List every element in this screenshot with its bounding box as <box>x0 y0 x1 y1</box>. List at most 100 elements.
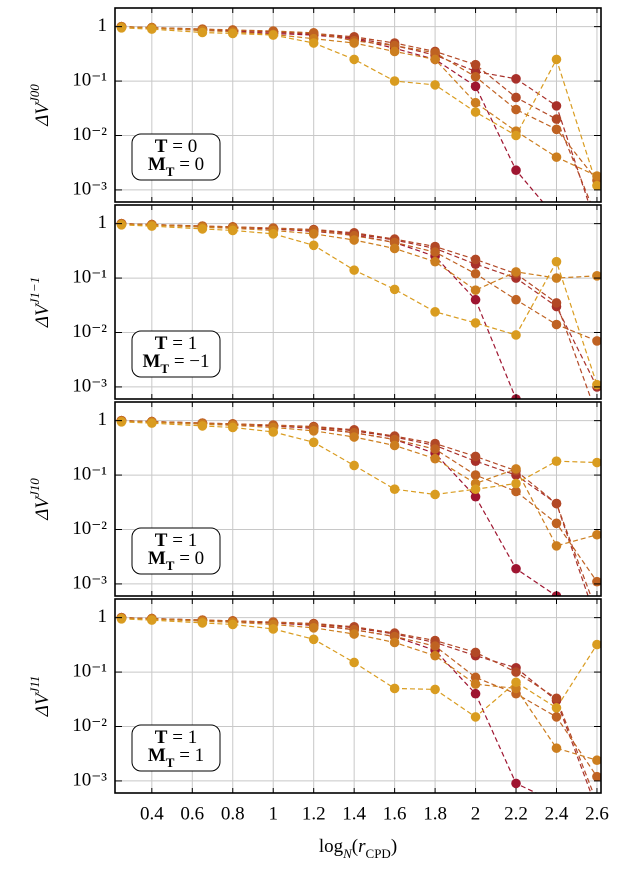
series-line <box>121 26 589 202</box>
data-point <box>470 688 481 699</box>
plot-area <box>115 8 601 202</box>
data-point <box>470 712 481 722</box>
data-point <box>551 518 562 529</box>
series-line <box>121 420 598 547</box>
data-point <box>511 294 521 305</box>
data-point <box>227 422 238 433</box>
data-point <box>268 229 279 239</box>
data-point <box>197 421 208 431</box>
data-point <box>349 657 359 668</box>
data-point <box>430 307 440 317</box>
y-tick-label: 10⁻¹ <box>72 463 107 484</box>
y-tick-label: 1 <box>98 212 108 233</box>
data-point <box>551 114 562 124</box>
data-point <box>511 74 521 84</box>
data-point <box>430 48 440 58</box>
label-part: J10 <box>27 478 42 497</box>
data-point <box>430 247 440 257</box>
y-tick-label: 10⁻³ <box>72 178 107 199</box>
x-tick-label: 1.8 <box>423 803 447 824</box>
annotation-box <box>131 527 221 575</box>
data-point <box>511 478 521 489</box>
label-part: T <box>160 361 169 376</box>
label-part: CPD <box>366 846 391 861</box>
annotation: MT = 0 <box>148 548 204 573</box>
data-point <box>551 703 562 713</box>
data-point <box>430 489 440 500</box>
data-point <box>592 771 601 782</box>
data-point <box>592 171 601 181</box>
data-point <box>389 284 400 295</box>
data-point <box>308 240 319 251</box>
data-point <box>592 639 601 650</box>
data-point <box>470 71 481 82</box>
series-line <box>121 420 589 596</box>
y-axis-label: ΔVJ10 <box>27 478 53 521</box>
y-tick-label: 10⁻³ <box>72 572 107 593</box>
data-point <box>551 54 562 65</box>
panel-frame <box>114 401 602 597</box>
y-tick-label: 10⁻¹ <box>72 69 107 90</box>
label-part: = 1 <box>174 745 204 766</box>
plot-area <box>115 402 601 596</box>
label-part: N <box>342 846 353 861</box>
data-point <box>511 778 521 789</box>
label-part: T <box>166 558 175 573</box>
label-part: T <box>155 727 168 748</box>
x-tick-label: 2.6 <box>585 803 609 824</box>
annotation: T = 0 <box>155 136 197 157</box>
label-part: = 0 <box>167 136 197 157</box>
data-point <box>470 491 481 502</box>
data-point <box>551 712 562 722</box>
data-point <box>470 254 481 265</box>
data-point <box>470 451 481 462</box>
annotation: T = 1 <box>155 727 197 748</box>
label-part: M <box>148 745 166 766</box>
y-axis-label: ΔVJ1−1 <box>27 277 53 328</box>
panel-frame <box>114 204 602 400</box>
label-part: ΔV <box>32 691 53 717</box>
data-point <box>470 679 481 689</box>
label-part: r <box>358 836 366 857</box>
x-tick-label: 0.6 <box>180 803 204 824</box>
label-part: = 1 <box>167 727 197 748</box>
data-point <box>551 456 562 466</box>
data-point <box>470 268 481 279</box>
y-tick-label: 1 <box>98 606 108 627</box>
data-point <box>349 460 359 471</box>
data-point <box>430 256 440 267</box>
data-point <box>511 104 521 115</box>
series-line <box>121 223 598 342</box>
data-point <box>470 672 481 683</box>
label-part: ΔV <box>32 495 53 521</box>
y-tick-label: 1 <box>98 15 108 36</box>
data-point <box>592 847 602 857</box>
data-point <box>430 80 440 90</box>
data-point <box>551 152 562 162</box>
data-point <box>470 647 481 658</box>
label-part: T <box>166 164 175 179</box>
data-point <box>511 165 521 176</box>
data-point <box>511 486 521 497</box>
data-point <box>349 432 359 442</box>
data-point <box>551 124 562 135</box>
data-point <box>430 54 440 65</box>
data-point <box>551 693 562 704</box>
data-point <box>227 619 238 630</box>
data-point <box>389 76 400 86</box>
data-point <box>308 426 319 436</box>
label-part: J1−1 <box>27 277 42 305</box>
data-point <box>349 235 359 245</box>
data-point <box>551 319 562 330</box>
data-point <box>116 23 127 33</box>
data-point <box>308 634 319 645</box>
data-point <box>551 743 562 753</box>
label-part: = 1 <box>167 530 197 551</box>
data-point <box>511 267 521 277</box>
data-point <box>470 59 481 70</box>
data-point <box>389 637 400 648</box>
data-point <box>430 650 440 661</box>
label-part: ΔV <box>32 302 53 328</box>
data-point <box>116 417 127 427</box>
label-part: M <box>148 154 166 175</box>
